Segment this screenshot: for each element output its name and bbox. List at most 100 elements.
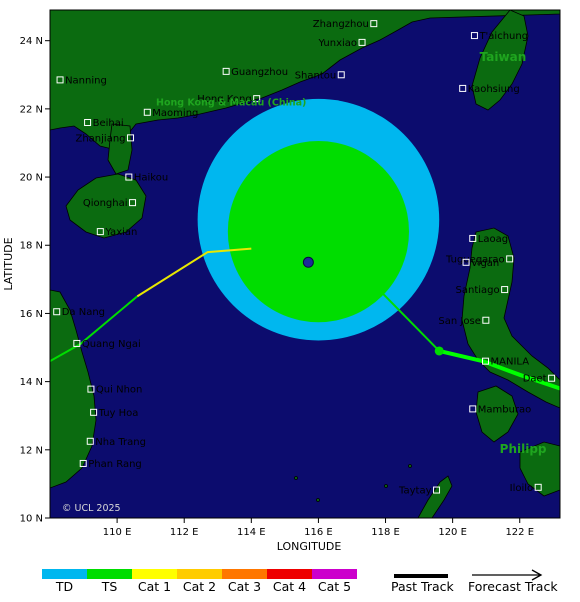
- city-label: Nanning: [65, 75, 107, 86]
- legend: TD TS Cat 1 Cat 2 Cat 3 Cat 4 Cat 5: [42, 569, 357, 594]
- city-layer: Zhangzhou T'aichung Yunxiao Nanning Guangzho…: [53, 19, 556, 497]
- city-marker-icon: [84, 119, 92, 127]
- track-segment: [136, 247, 252, 298]
- city-marker-icon: [86, 437, 94, 445]
- past-track-legend-label: Past Track: [391, 579, 454, 594]
- legend-swatch: [312, 569, 357, 579]
- city-marker-icon: [469, 405, 477, 413]
- city-label: Laoag: [478, 234, 508, 245]
- hainan-island: [65, 173, 147, 239]
- city-marker-icon: [482, 357, 490, 365]
- x-tick-label: 120 E: [438, 527, 467, 538]
- city-marker-icon: [125, 173, 133, 181]
- legend-swatch: [222, 569, 267, 579]
- x-axis-ticks: 110 E 112 E 114 E 116 E 118 E 120 E 122 E: [103, 518, 534, 538]
- city-label: Haikou: [134, 173, 168, 184]
- china-landmass: [50, 10, 560, 151]
- city-marker-icon: [462, 258, 470, 266]
- city-label: Da Nang: [62, 307, 105, 318]
- legend-swatch: [42, 569, 87, 579]
- x-tick-label: 110 E: [103, 527, 132, 538]
- y-tick-label: 18 N: [20, 241, 43, 252]
- leizhou-peninsula: [107, 123, 133, 175]
- city-label: Hong Kong: [197, 94, 251, 105]
- legend-category-label: Cat 3: [228, 579, 261, 594]
- city-label: MANILA: [491, 357, 530, 368]
- visayas-island: [519, 441, 560, 497]
- city-label: Santiago: [456, 285, 500, 296]
- city-label: Phan Rang: [88, 459, 142, 470]
- past-track-layer: [438, 348, 560, 391]
- y-axis-ticks: 24 N 22 N 20 N 18 N 16 N 14 N 12 N 10 N: [20, 36, 50, 525]
- y-tick-label: 14 N: [20, 377, 43, 388]
- storm-center-marker: [302, 256, 314, 268]
- spratly-islet: [294, 476, 298, 480]
- city-label: Tuguegarao: [445, 254, 505, 265]
- city-marker-icon: [358, 38, 366, 46]
- forecast-track-legend-label: Forecast Track: [468, 579, 558, 594]
- copyright-text: © UCL 2025: [62, 503, 121, 514]
- city-marker-icon: [469, 234, 477, 242]
- y-tick-label: 10 N: [20, 514, 43, 525]
- track-segment: [308, 261, 440, 352]
- city-marker-icon: [96, 228, 104, 236]
- mindoro-island: [475, 385, 519, 443]
- x-tick-label: 114 E: [237, 527, 266, 538]
- city-label: Quang Ngai: [82, 339, 141, 350]
- city-marker-icon: [253, 95, 261, 103]
- city-marker-icon: [56, 76, 64, 84]
- taiwan-island: [471, 10, 529, 111]
- legend-category-label: Cat 1: [138, 579, 171, 594]
- x-tick-label: 112 E: [170, 527, 199, 538]
- spratly-islet: [408, 464, 412, 468]
- track-segment: [251, 247, 309, 264]
- city-marker-icon: [534, 483, 542, 491]
- city-label: Daet: [523, 374, 547, 385]
- past-track-line: [438, 348, 560, 391]
- track-position-marker: [434, 346, 444, 356]
- vietnam-landmass: [50, 289, 97, 489]
- legend-swatch: [177, 569, 222, 579]
- city-marker-icon: [548, 374, 556, 382]
- x-tick-label: 118 E: [371, 527, 400, 538]
- city-label: Taytay: [398, 486, 432, 497]
- city-label: Beihai: [93, 118, 124, 129]
- city-label: Guangzhou: [231, 67, 288, 78]
- legend-swatch: [87, 569, 132, 579]
- city-marker-icon: [459, 84, 467, 92]
- city-marker-icon: [501, 286, 509, 294]
- land-layer: [50, 10, 560, 518]
- city-label: Qionghai: [83, 198, 128, 209]
- city-label: Zhangzhou: [313, 19, 369, 30]
- palawan-island: [417, 475, 453, 518]
- city-marker-icon: [73, 339, 81, 347]
- city-marker-icon: [433, 486, 441, 494]
- city-label: Yunxiao: [317, 38, 357, 49]
- y-tick-label: 20 N: [20, 173, 43, 184]
- y-tick-label: 24 N: [20, 36, 43, 47]
- city-marker-icon: [337, 71, 345, 79]
- y-tick-label: 12 N: [20, 445, 43, 456]
- region-label: nam: [22, 354, 51, 368]
- city-label: Kaohsiung: [468, 84, 520, 95]
- city-marker-icon: [470, 32, 478, 40]
- x-tick-label: 122 E: [505, 527, 534, 538]
- ts-wind-field: [227, 141, 410, 323]
- region-label-layer: Taiwan Hong Kong & Macau (China) Philipp na…: [22, 50, 547, 456]
- city-label: San Jose: [438, 316, 480, 327]
- legend-category-label: Cat 4: [273, 579, 306, 594]
- x-axis-label: LONGITUDE: [277, 540, 342, 553]
- plot-frame: [49, 9, 561, 519]
- legend-category-label: Cat 5: [318, 579, 351, 594]
- map-plot-area: Zhangzhou T'aichung Yunxiao Nanning Guangzho…: [22, 10, 560, 518]
- x-tick-label: 116 E: [304, 527, 333, 538]
- y-tick-label: 16 N: [20, 309, 43, 320]
- legend-category-label: Cat 2: [183, 579, 216, 594]
- city-marker-icon: [53, 308, 61, 316]
- city-label: Yaxian: [104, 227, 137, 238]
- legend-swatch: [132, 569, 177, 579]
- city-marker-icon: [79, 459, 87, 467]
- city-marker-icon: [127, 134, 135, 142]
- city-marker-icon: [482, 316, 490, 324]
